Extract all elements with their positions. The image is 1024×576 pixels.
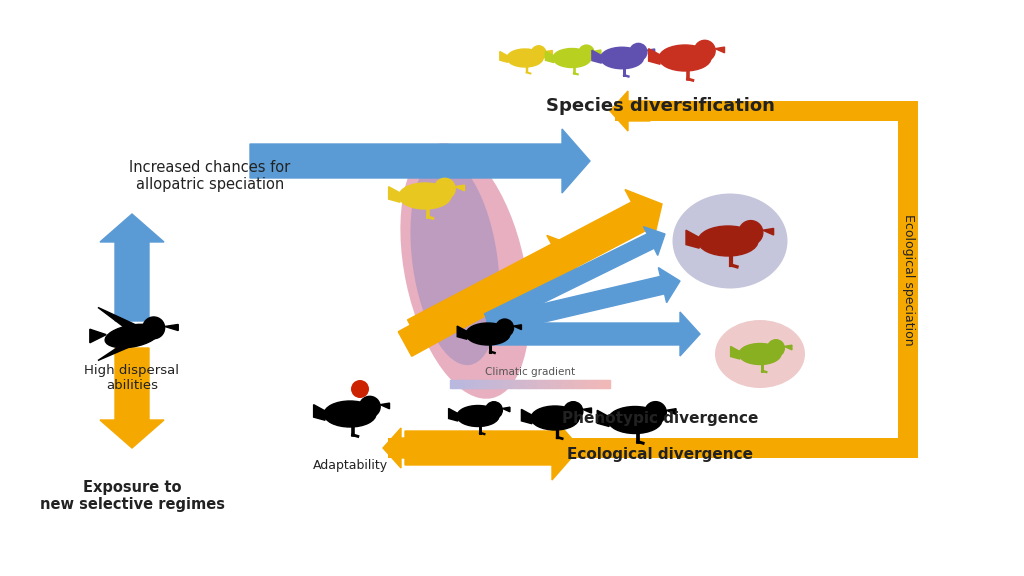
Polygon shape: [165, 324, 178, 331]
Ellipse shape: [105, 324, 159, 348]
Ellipse shape: [324, 401, 376, 427]
Polygon shape: [513, 325, 521, 329]
Polygon shape: [546, 51, 552, 54]
Polygon shape: [408, 190, 662, 348]
Circle shape: [694, 40, 715, 61]
Polygon shape: [648, 48, 660, 65]
FancyBboxPatch shape: [615, 101, 898, 121]
FancyBboxPatch shape: [898, 101, 918, 458]
Ellipse shape: [399, 183, 451, 209]
Polygon shape: [383, 428, 423, 468]
Ellipse shape: [739, 343, 781, 365]
Ellipse shape: [466, 323, 510, 345]
Text: Ecological divergence: Ecological divergence: [567, 446, 753, 461]
Circle shape: [485, 401, 503, 419]
Polygon shape: [250, 129, 590, 193]
Polygon shape: [715, 47, 725, 53]
Polygon shape: [100, 348, 164, 448]
Polygon shape: [521, 410, 531, 424]
Text: High dispersal
abilities: High dispersal abilities: [85, 364, 179, 392]
Ellipse shape: [507, 49, 543, 67]
Polygon shape: [380, 403, 389, 409]
Polygon shape: [388, 187, 400, 202]
Circle shape: [579, 45, 594, 60]
Circle shape: [359, 396, 380, 417]
Polygon shape: [763, 229, 773, 235]
Polygon shape: [610, 91, 650, 131]
Polygon shape: [398, 236, 580, 357]
Circle shape: [645, 401, 667, 423]
Circle shape: [531, 46, 546, 60]
Circle shape: [738, 221, 763, 245]
Text: Increased chances for
allopatric speciation: Increased chances for allopatric speciat…: [129, 160, 291, 192]
Polygon shape: [488, 312, 700, 356]
Circle shape: [143, 317, 165, 339]
Ellipse shape: [673, 194, 787, 289]
Text: Adaptability: Adaptability: [312, 460, 387, 472]
Ellipse shape: [715, 320, 805, 388]
Circle shape: [496, 319, 513, 336]
Ellipse shape: [411, 157, 500, 365]
Polygon shape: [784, 345, 792, 350]
Polygon shape: [98, 308, 142, 331]
Polygon shape: [730, 346, 739, 359]
Polygon shape: [647, 49, 654, 54]
Polygon shape: [546, 51, 554, 63]
Polygon shape: [455, 185, 465, 191]
Ellipse shape: [531, 406, 579, 430]
Polygon shape: [597, 410, 609, 426]
Circle shape: [768, 340, 784, 357]
Polygon shape: [313, 404, 325, 420]
Polygon shape: [484, 227, 665, 328]
Text: Species diversification: Species diversification: [546, 97, 774, 115]
Polygon shape: [594, 50, 601, 54]
Text: Phenotypic divergence: Phenotypic divergence: [562, 411, 758, 426]
Ellipse shape: [659, 45, 711, 71]
Polygon shape: [583, 408, 592, 413]
Circle shape: [434, 179, 455, 199]
Polygon shape: [449, 408, 458, 421]
Ellipse shape: [553, 48, 591, 67]
Polygon shape: [667, 408, 676, 415]
Circle shape: [630, 43, 647, 60]
Ellipse shape: [600, 47, 643, 69]
Text: Climatic gradient: Climatic gradient: [485, 367, 575, 377]
Polygon shape: [90, 329, 106, 343]
Polygon shape: [457, 326, 467, 339]
Polygon shape: [686, 230, 699, 248]
Ellipse shape: [608, 407, 662, 434]
Polygon shape: [406, 416, 580, 480]
Polygon shape: [503, 407, 510, 412]
Polygon shape: [500, 51, 508, 62]
Text: Ecological speciation: Ecological speciation: [901, 214, 914, 346]
Circle shape: [351, 380, 369, 398]
FancyBboxPatch shape: [388, 438, 898, 458]
Circle shape: [563, 401, 583, 421]
Polygon shape: [100, 214, 164, 321]
Text: Exposure to
new selective regimes: Exposure to new selective regimes: [40, 480, 224, 512]
Ellipse shape: [457, 406, 499, 426]
Polygon shape: [486, 268, 680, 335]
Polygon shape: [98, 340, 142, 361]
Polygon shape: [592, 50, 601, 63]
Ellipse shape: [400, 143, 529, 399]
Ellipse shape: [698, 226, 758, 256]
